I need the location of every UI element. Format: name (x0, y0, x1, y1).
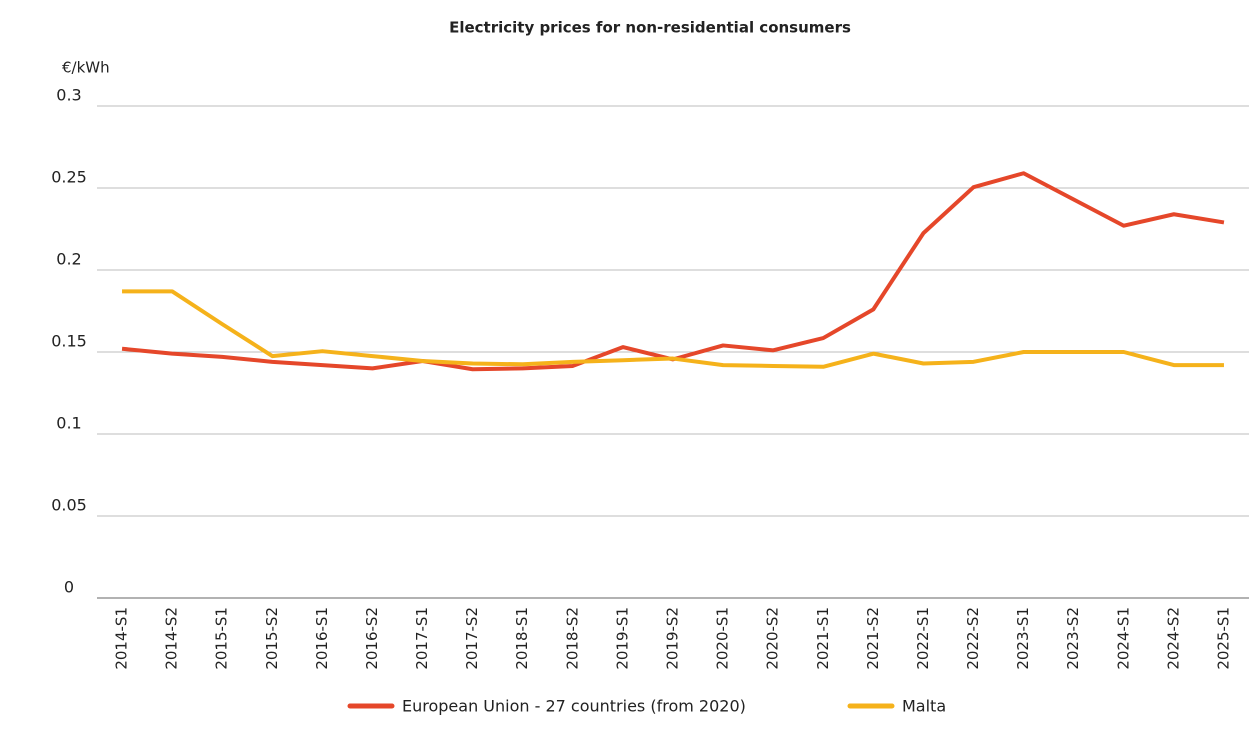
x-tick-label: 2021-S2 (864, 607, 882, 670)
x-tick-label: 2019-S1 (613, 607, 631, 670)
x-tick-label: 2023-S2 (1064, 607, 1082, 670)
y-axis-label: €/kWh (62, 59, 110, 77)
chart-title: Electricity prices for non-residential c… (449, 19, 851, 37)
x-tick-label: 2017-S2 (463, 607, 481, 670)
x-tick-label: 2015-S2 (263, 607, 281, 670)
x-tick-label: 2024-S1 (1114, 607, 1132, 670)
x-tick-label: 2018-S2 (563, 607, 581, 670)
x-tick-label: 2022-S1 (914, 607, 932, 670)
legend-label: European Union - 27 countries (from 2020… (402, 697, 746, 716)
x-tick-label: 2016-S2 (363, 607, 381, 670)
x-tick-label: 2023-S1 (1014, 607, 1032, 670)
x-tick-label: 2016-S1 (313, 607, 331, 670)
x-tick-label: 2014-S2 (163, 607, 181, 670)
x-tick-label: 2019-S2 (664, 607, 682, 670)
x-tick-label: 2018-S1 (513, 607, 531, 670)
series-line (122, 289, 1224, 369)
x-tick-label: 2024-S2 (1164, 607, 1182, 670)
x-tick-label: 2015-S1 (213, 607, 231, 670)
y-tick-label: 0.2 (56, 250, 81, 269)
y-tick-label: 0.15 (51, 332, 87, 351)
x-tick-label: 2025-S1 (1214, 607, 1232, 670)
y-tick-label: 0.3 (56, 86, 81, 105)
y-tick-label: 0.05 (51, 496, 87, 515)
x-tick-label: 2022-S2 (964, 607, 982, 670)
x-tick-label: 2017-S1 (413, 607, 431, 670)
x-tick-label: 2014-S1 (113, 607, 131, 670)
x-tick-label: 2020-S2 (764, 607, 782, 670)
y-tick-label: 0 (64, 578, 74, 597)
y-tick-label: 0.1 (56, 414, 81, 433)
y-tick-label: 0.25 (51, 168, 87, 187)
x-tick-label: 2021-S1 (814, 607, 832, 670)
x-tick-label: 2020-S1 (714, 607, 732, 670)
series-line (121, 171, 1225, 372)
legend-label: Malta (902, 697, 946, 716)
